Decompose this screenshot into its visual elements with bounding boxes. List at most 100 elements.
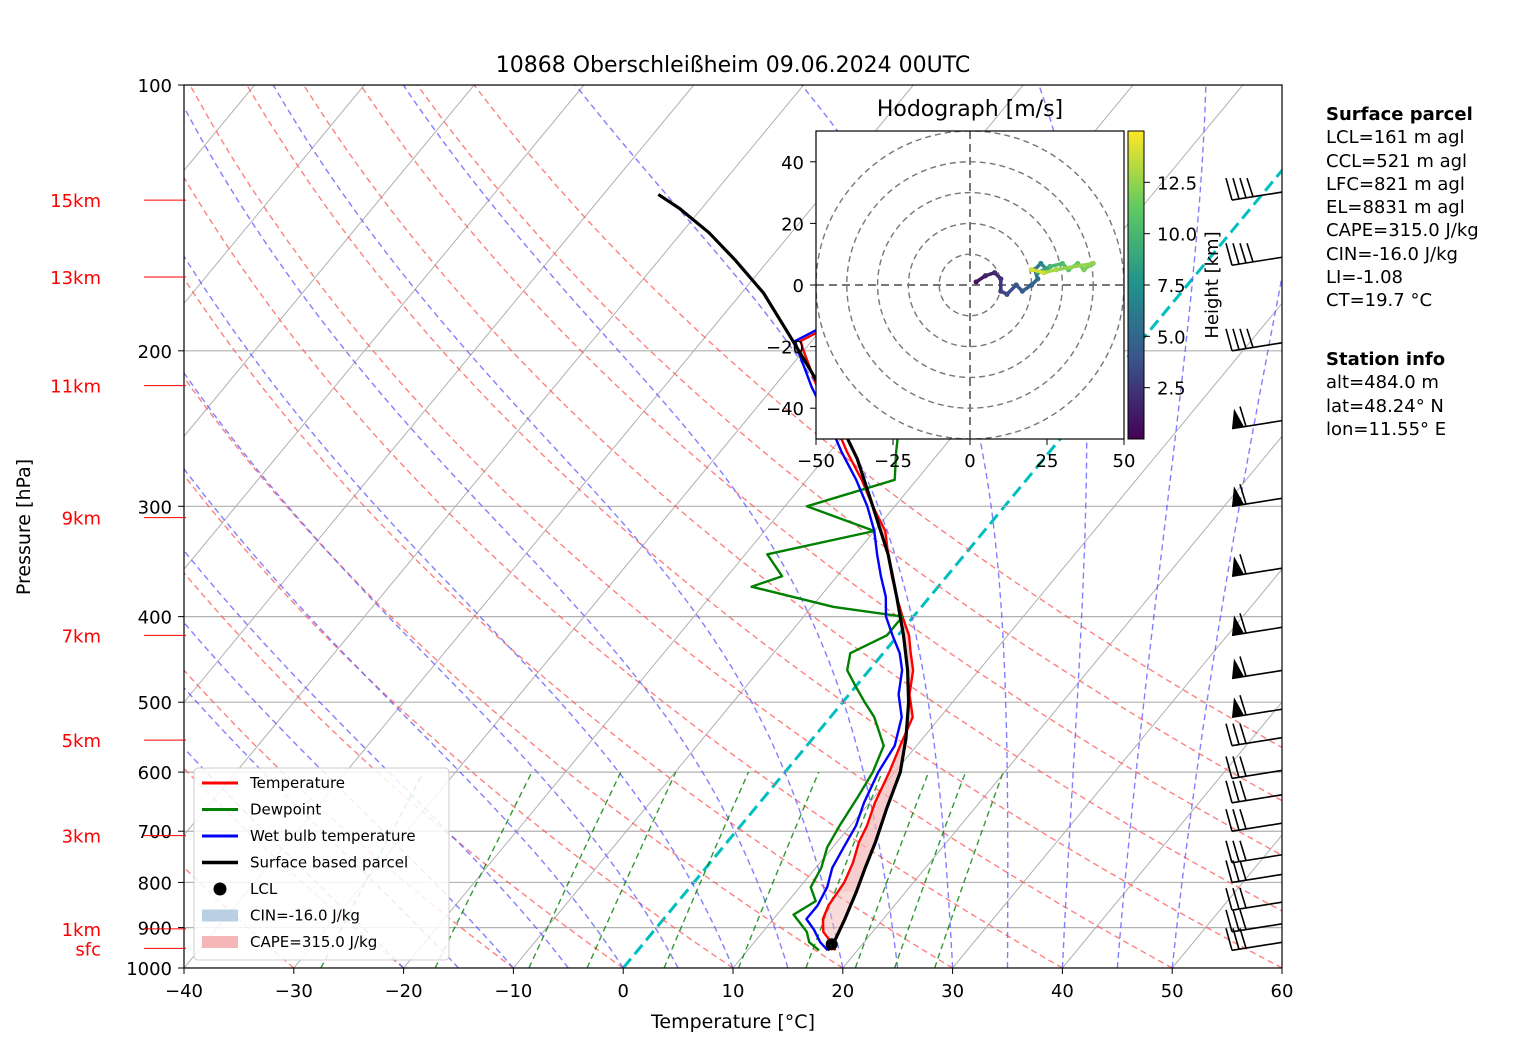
dry-adiabat: [184, 176, 1063, 968]
hodograph: Hodograph [m/s] −50 −25 0 25 50 40 20 0 −20 −40 2.5…: [766, 97, 1223, 472]
x-tick-label: 30: [941, 981, 964, 1002]
barb-staff: [1231, 669, 1283, 680]
wind-barb: [1225, 780, 1283, 804]
mixing-ratio-line: [528, 771, 622, 968]
isotherm: [842, 435, 1282, 968]
wind-barbs: [1225, 177, 1283, 952]
legend-label: Dewpoint: [250, 801, 321, 819]
parcel-ct: CT=19.7 °C: [1326, 290, 1433, 312]
legend-label: LCL: [250, 880, 278, 898]
barb-staff: [1231, 822, 1283, 833]
height-label: 13km: [50, 268, 101, 289]
dry-adiabat: [184, 571, 624, 968]
barb-feather: [1239, 928, 1247, 949]
moist-adiabat: [184, 621, 514, 968]
colorbar-tick-label: 10.0: [1157, 225, 1197, 246]
surface-parcel-panel: Surface parcel LCL=161 m agl CCL=521 m a…: [1326, 103, 1479, 313]
y-axis-label: Pressure [hPa]: [13, 459, 35, 595]
barb-staff: [1231, 873, 1283, 884]
wind-barb: [1231, 613, 1283, 637]
isotherm: [184, 85, 585, 570]
hodo-x-tick-label: 25: [1036, 451, 1059, 472]
dry-adiabat: [303, 85, 1282, 912]
hodo-x-tick-label: −25: [874, 451, 912, 472]
barb-feather: [1246, 242, 1254, 263]
mixing-ratio-line: [434, 771, 533, 968]
moist-adiabat: [184, 686, 460, 968]
parcel-cin: CIN=-16.0 J/kg: [1326, 243, 1458, 265]
wind-barb: [1225, 177, 1283, 201]
wind-barb: [1231, 553, 1283, 578]
colorbar-tick-label: 5.0: [1157, 327, 1186, 348]
barb-feather: [1232, 887, 1240, 910]
height-label: 15km: [50, 191, 101, 212]
legend-swatch: [202, 909, 238, 922]
parcel-ccl: CCL=521 m agl: [1326, 150, 1468, 172]
isotherm: [952, 568, 1282, 968]
height-label: sfc: [75, 939, 101, 960]
legend-box: [193, 767, 450, 961]
isotherm-zero: [622, 168, 1282, 968]
barb-flag: [1232, 408, 1244, 429]
x-tick-label: −10: [494, 981, 532, 1002]
colorbar-label: Height [km]: [1202, 231, 1223, 338]
barb-feather: [1239, 840, 1247, 861]
hodo-y-tick-label: 0: [793, 276, 804, 297]
barb-feather: [1232, 177, 1240, 200]
chart-title: 10868 Oberschleißheim 09.06.2024 00UTC: [496, 53, 971, 78]
station-lat: lat=48.24° N: [1326, 395, 1444, 417]
barb-feather: [1232, 328, 1240, 350]
wind-barb: [1225, 928, 1283, 952]
lcl-marker: [825, 938, 838, 951]
y-tick-label: 100: [138, 76, 172, 97]
barb-flag: [1232, 658, 1244, 679]
barb-feather: [1239, 887, 1247, 909]
station-alt: alt=484.0 m: [1326, 372, 1439, 394]
hodograph-bg: [816, 131, 1124, 439]
parcel-li: LI=-1.08: [1326, 267, 1403, 289]
barb-feather: [1239, 909, 1247, 930]
station-lon: lon=11.55° E: [1326, 418, 1447, 440]
isotherm: [1062, 701, 1282, 968]
x-tick-label: 0: [617, 981, 628, 1002]
hodograph-point: [1029, 267, 1035, 273]
mixing-ratio-line: [854, 771, 930, 968]
barb-feather: [1232, 756, 1240, 778]
legend-swatch: [213, 882, 227, 896]
barb-staff: [1231, 708, 1283, 719]
barb-feather: [1225, 840, 1233, 863]
barb-feather: [1239, 756, 1247, 777]
wind-barb: [1231, 406, 1283, 430]
barb-staff: [1231, 769, 1283, 780]
moist-adiabat: [1116, 85, 1207, 968]
moist-adiabat: [184, 105, 789, 968]
barb-staff: [1231, 419, 1283, 430]
dry-adiabat: [189, 85, 1173, 968]
isotherm: [184, 85, 695, 703]
height-label: 3km: [62, 827, 101, 848]
barb-feather: [1239, 613, 1247, 634]
hodo-x-tick-label: 50: [1113, 451, 1136, 472]
barb-feather: [1225, 723, 1233, 746]
barb-feather: [1239, 484, 1247, 505]
height-label: 5km: [62, 731, 101, 752]
station-info-title: Station info: [1326, 349, 1446, 370]
station-info-panel: Station info alt=484.0 m lat=48.24° N lo…: [1326, 348, 1446, 441]
legend-label: CIN=-16.0 J/kg: [250, 907, 360, 925]
x-tick-label: 60: [1271, 981, 1294, 1002]
colorbar-tick-label: 7.5: [1157, 276, 1186, 297]
wind-barb: [1231, 694, 1283, 719]
dry-adiabat: [184, 277, 953, 968]
wind-barb: [1231, 484, 1283, 508]
height-label: 11km: [50, 377, 101, 398]
dry-adiabat: [416, 85, 1282, 802]
barb-feather: [1239, 243, 1247, 264]
mixing-ratio-line: [934, 771, 1004, 968]
moist-adiabat: [184, 467, 624, 968]
legend-label: CAPE=315.0 J/kg: [250, 933, 377, 951]
y-tick-label: 400: [138, 608, 172, 629]
wind-barb: [1225, 840, 1283, 864]
mixing-ratio-line: [586, 771, 677, 968]
